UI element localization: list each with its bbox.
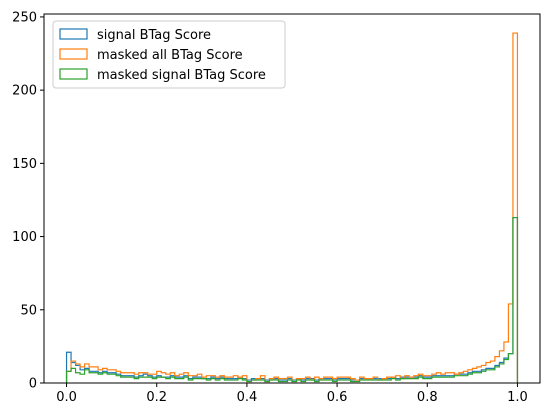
legend-items: signal BTag Score masked all BTag Score ma…: [59, 28, 266, 83]
y-tick-label: 250: [12, 10, 37, 25]
series-layer: [65, 32, 519, 383]
x-axis: 0.0 0.2 0.4 0.6 0.8 1.0: [56, 383, 528, 405]
x-tick-label: 1.0: [507, 390, 528, 405]
x-tick-label: 0.2: [146, 390, 167, 405]
legend-label-1: signal BTag Score: [97, 28, 211, 43]
x-tick-label: 0.8: [417, 390, 438, 405]
series-1-step-line: [65, 216, 519, 383]
y-axis: 0 50 100 150 200 250: [12, 10, 44, 392]
y-tick-label: 0: [29, 377, 37, 392]
legend-label-3: masked signal BTag Score: [97, 68, 266, 83]
y-tick-label: 100: [12, 230, 37, 245]
x-tick-label: 0.4: [237, 390, 258, 405]
y-tick-label: 50: [20, 303, 37, 318]
series-3-step-line: [65, 216, 519, 383]
legend: signal BTag Score masked all BTag Score ma…: [52, 20, 286, 89]
legend-swatch-3: [59, 68, 88, 80]
axes-frame: [43, 13, 541, 384]
y-tick-label: 150: [12, 157, 37, 172]
legend-label-2: masked all BTag Score: [97, 48, 243, 63]
x-tick-label: 0.0: [56, 390, 77, 405]
y-tick-label: 200: [12, 84, 37, 99]
legend-swatch-2: [59, 48, 88, 60]
legend-box: [52, 20, 286, 89]
plot-area: [43, 13, 541, 384]
legend-swatch-1: [59, 28, 88, 40]
x-tick-label: 0.6: [327, 390, 348, 405]
